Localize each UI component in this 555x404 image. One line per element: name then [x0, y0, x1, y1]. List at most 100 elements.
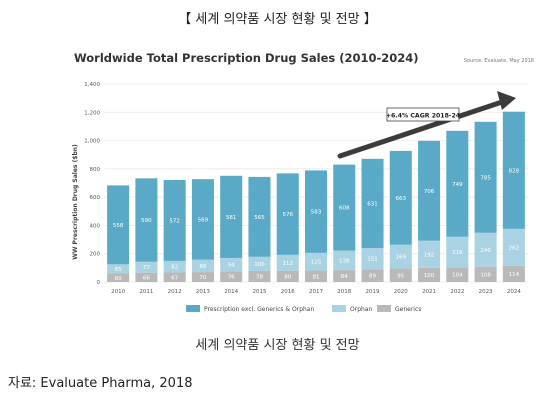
bar-segment [389, 268, 412, 282]
bar-segment [361, 158, 384, 249]
source-note: 자료: Evaluate Pharma, 2018 [8, 376, 193, 391]
x-axis: 2010 2011 2012 2013 2014 2015 2016 2017 2018 2019… [111, 289, 521, 295]
x-tick-label: 2013 [196, 289, 210, 295]
legend-swatch [186, 305, 200, 312]
x-tick-label: 2017 [309, 289, 323, 295]
bar-data-label: 576 [282, 212, 293, 218]
bar-data-label: 749 [452, 182, 463, 188]
bar-segment [446, 130, 469, 237]
bar-data-label: 104 [452, 273, 463, 279]
bar-data-label: 82 [171, 265, 178, 271]
x-tick-label: 2015 [252, 289, 266, 295]
x-tick-label: 2014 [224, 289, 238, 295]
bar-segment [107, 264, 130, 274]
bar-segment [248, 176, 271, 257]
x-tick-label: 2016 [281, 289, 295, 295]
bar-segment [333, 164, 356, 251]
legend-swatch [332, 305, 346, 312]
bar-data-label: 569 [198, 217, 209, 223]
bar-data-label: 70 [199, 275, 206, 281]
bar-data-label: 262 [509, 245, 520, 251]
chart-source: Source: Evaluate, May 2018 [464, 58, 534, 64]
bar-data-label: 706 [424, 189, 435, 195]
bar-data-label: 78 [256, 274, 263, 280]
bar-segment [248, 270, 271, 282]
bar-segment [502, 111, 525, 229]
bar-data-label: 108 [480, 272, 491, 278]
bar-data-label: 100 [254, 262, 265, 268]
y-tick-label: 800 [90, 167, 101, 173]
legend: Prescription excl. Generics & Orphan Orph… [186, 305, 421, 313]
bar-data-label: 608 [339, 206, 350, 212]
figure-caption: 세계 의약품 시장 현황 및 전망 [195, 338, 360, 353]
x-tick-label: 2018 [337, 289, 351, 295]
y-tick-label: 1,400 [84, 82, 100, 88]
cagr-annotation: +6.4% CAGR 2018-24 [337, 91, 516, 159]
x-tick-label: 2010 [111, 289, 125, 295]
y-tick-label: 600 [90, 195, 101, 201]
bar-data-label: 77 [143, 265, 150, 271]
bar-data-label: 66 [143, 275, 150, 281]
bar-data-label: 828 [509, 168, 520, 174]
bars: 60 65 558 66 77 590 67 82 572 70 88 569 76 94 581 78 100… [107, 111, 525, 282]
bar-segment [135, 261, 158, 273]
bar-data-label: 572 [169, 218, 180, 224]
bar-segment [276, 254, 299, 271]
trend-arrow-line [337, 99, 505, 159]
bar-segment [191, 179, 214, 260]
bar-segment [304, 270, 328, 282]
x-tick-label: 2024 [507, 289, 521, 295]
bar-segment [446, 267, 469, 282]
bar-data-label: 112 [282, 261, 293, 267]
bar-data-label: 65 [115, 267, 122, 273]
bar-data-label: 663 [396, 196, 407, 202]
bar-data-label: 94 [228, 263, 235, 269]
y-axis: 0 200 400 600 800 1,000 1,200 1,400 [84, 82, 100, 286]
cagr-box [386, 107, 460, 122]
bar-segment [418, 140, 441, 241]
bar-segment [107, 273, 130, 282]
bar-segment [191, 272, 214, 282]
bar-segment [163, 272, 186, 282]
bar-segment [248, 256, 271, 271]
chart-title: Worldwide Total Prescription Drug Sales … [74, 51, 419, 65]
y-tick-label: 1,200 [84, 110, 100, 116]
bar-segment [333, 250, 356, 271]
bar-data-label: 84 [341, 274, 348, 280]
bar-segment [304, 252, 328, 271]
bar-segment [446, 236, 469, 268]
bar-data-label: 240 [480, 248, 491, 254]
bar-data-label: 89 [369, 274, 376, 280]
bar-data-label: 151 [367, 257, 378, 263]
x-tick-label: 2012 [168, 289, 182, 295]
bar-data-label: 558 [113, 223, 124, 229]
y-tick-label: 400 [90, 223, 101, 229]
x-tick-label: 2021 [422, 289, 436, 295]
bar-segment [135, 272, 158, 282]
bar-data-label: 590 [141, 218, 152, 224]
bar-segment [502, 265, 525, 282]
bar-segment [163, 260, 186, 273]
bar-data-label: 125 [311, 260, 322, 266]
bar-segment [474, 266, 497, 282]
bar-data-label: 581 [226, 215, 237, 221]
bar-segment [389, 150, 412, 245]
x-tick-label: 2023 [479, 289, 493, 295]
bar-data-label: 60 [115, 276, 122, 282]
y-tick-label: 200 [90, 252, 101, 258]
bar-data-label: 81 [313, 274, 320, 280]
bar-segment [474, 232, 497, 267]
bar-segment [361, 269, 384, 282]
bar-data-label: 67 [171, 275, 178, 281]
chart-svg: Worldwide Total Prescription Drug Sales … [72, 51, 534, 313]
bar-segment [418, 267, 441, 282]
bar-data-label: 631 [367, 201, 378, 207]
bar-segment [361, 248, 384, 270]
bar-data-label: 192 [424, 252, 435, 258]
bar-segment [304, 170, 328, 253]
bar-data-label: 88 [199, 264, 206, 270]
bar-data-label: 76 [228, 275, 235, 281]
legend-label: Prescription excl. Generics & Orphan [204, 306, 314, 313]
bar-data-label: 169 [396, 255, 407, 261]
bar-segment [220, 271, 243, 282]
